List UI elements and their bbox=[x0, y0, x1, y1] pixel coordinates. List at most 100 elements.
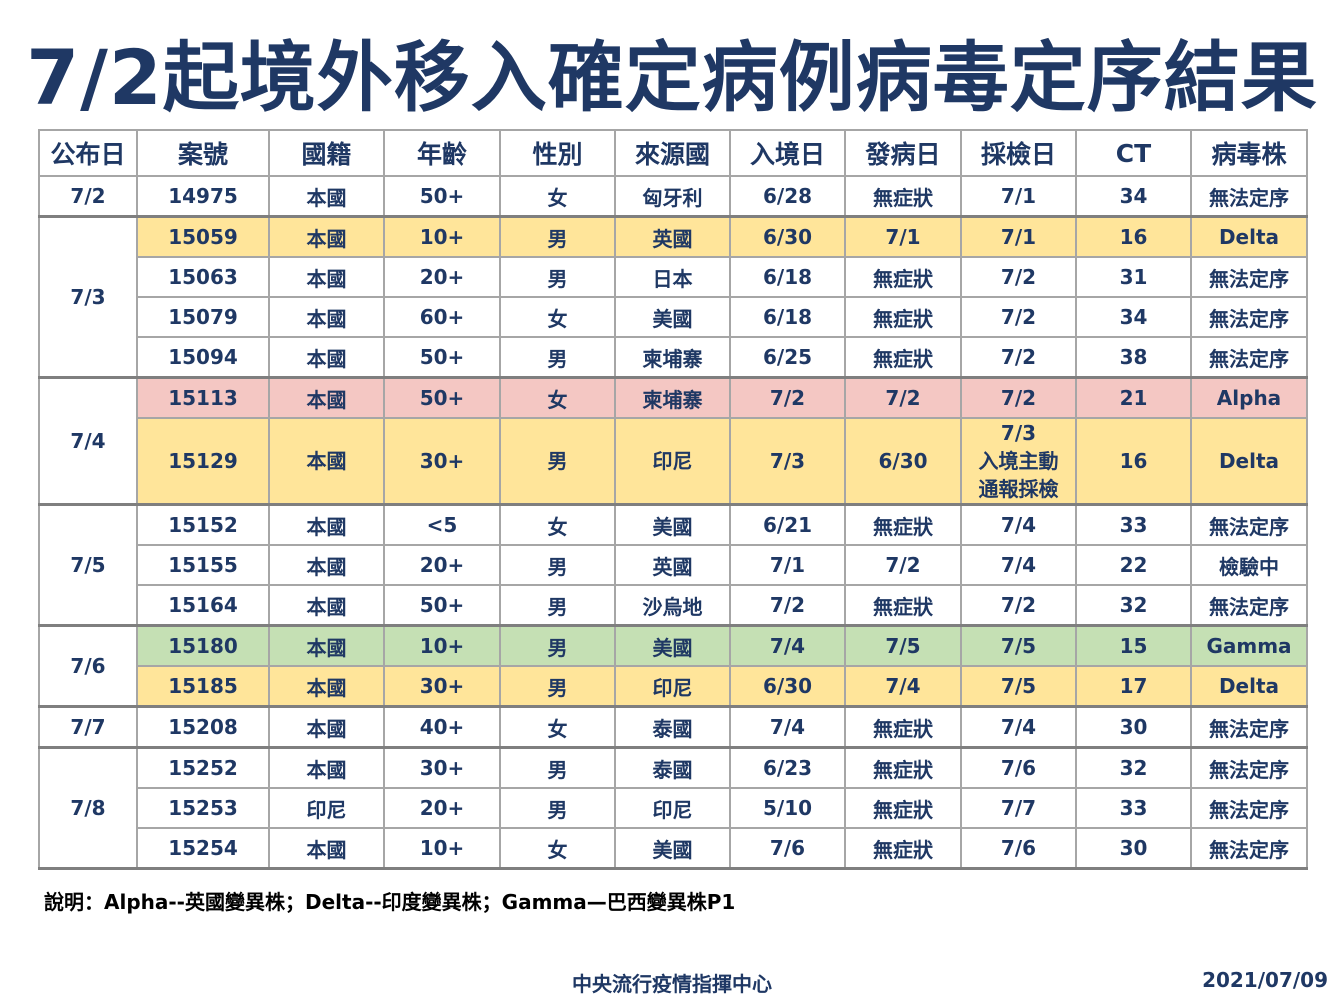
sample-date-cell: 7/1 bbox=[960, 215, 1077, 258]
sex-cell: 男 bbox=[499, 256, 616, 298]
case-number-cell: 15129 bbox=[136, 417, 270, 506]
sample-date-cell: 7/2 bbox=[960, 584, 1077, 627]
strain-cell: 無法定序 bbox=[1190, 827, 1308, 870]
entry-date-cell: 7/3 bbox=[729, 417, 846, 506]
strain-cell: Delta bbox=[1190, 665, 1308, 708]
case-number-cell: 15059 bbox=[136, 215, 270, 258]
sample-date-cell: 7/4 bbox=[960, 705, 1077, 749]
sex-cell: 男 bbox=[499, 787, 616, 829]
source-country-cell: 泰國 bbox=[614, 746, 731, 789]
footer-org: 中央流行疫情指揮中心 bbox=[572, 972, 772, 996]
case-number-cell: 15208 bbox=[136, 705, 270, 749]
nationality-cell: 本國 bbox=[268, 417, 385, 506]
onset-date-cell: 7/2 bbox=[844, 376, 962, 419]
nationality-cell: 本國 bbox=[268, 705, 385, 749]
sample-date-cell: 7/5 bbox=[960, 665, 1077, 708]
entry-date-cell: 6/30 bbox=[729, 665, 846, 708]
source-country-cell: 匈牙利 bbox=[614, 175, 731, 218]
ct-value-cell: 16 bbox=[1075, 417, 1192, 506]
ct-value-cell: 32 bbox=[1075, 584, 1192, 627]
source-country-cell: 柬埔寨 bbox=[614, 336, 731, 379]
sex-cell: 男 bbox=[499, 417, 616, 506]
announce-date-cell: 7/7 bbox=[38, 705, 138, 749]
sample-date-cell: 7/2 bbox=[960, 376, 1077, 419]
sex-cell: 男 bbox=[499, 584, 616, 627]
nationality-cell: 本國 bbox=[268, 296, 385, 338]
table-row: 15164 本國 50+ 男沙烏地 7/2 無症狀 7/2 32 無法定序 bbox=[39, 584, 1308, 627]
announce-date-cell: 7/2 bbox=[38, 175, 138, 218]
sex-cell: 女 bbox=[499, 503, 616, 546]
col-header-sample-date: 採檢日 bbox=[960, 129, 1077, 177]
col-header-onset-date: 發病日 bbox=[844, 129, 962, 177]
ct-value-cell: 22 bbox=[1075, 544, 1192, 586]
announce-date-cell: 7/8 bbox=[38, 746, 138, 870]
case-number-cell: 14975 bbox=[136, 175, 270, 218]
sex-cell: 男 bbox=[499, 544, 616, 586]
legend-note: 說明：Alpha--英國變異株；Delta--印度變異株；Gamma—巴西變異株… bbox=[44, 890, 736, 914]
ct-value-cell: 16 bbox=[1075, 215, 1192, 258]
onset-date-cell: 7/1 bbox=[844, 215, 962, 258]
onset-date-cell: 6/30 bbox=[844, 417, 962, 506]
col-header-announce-date: 公布日 bbox=[38, 129, 138, 177]
case-number-cell: 15180 bbox=[136, 624, 270, 667]
onset-date-cell: 無症狀 bbox=[844, 827, 962, 870]
source-country-cell: 美國 bbox=[614, 503, 731, 546]
age-cell: 20+ bbox=[383, 256, 501, 298]
onset-date-cell: 無症狀 bbox=[844, 296, 962, 338]
sex-cell: 女 bbox=[499, 705, 616, 749]
sample-date-cell: 7/4 bbox=[960, 503, 1077, 546]
col-header-strain: 病毒株 bbox=[1190, 129, 1308, 177]
table-row: 7/5 15152 本國 <5 女美國 6/21 無症狀 7/4 33 無法定序 bbox=[38, 503, 1308, 627]
age-cell: 50+ bbox=[383, 376, 501, 419]
sex-cell: 女 bbox=[499, 827, 616, 870]
table-row: 7/2 14975 本國 50+ 女匈牙利 6/28 無症狀 7/1 34 無法定序 bbox=[38, 175, 1308, 218]
entry-date-cell: 7/6 bbox=[729, 827, 846, 870]
age-cell: 50+ bbox=[383, 336, 501, 379]
table-row: 15079 本國 60+ 女美國 6/18 無症狀 7/2 34 無法定序 bbox=[39, 296, 1308, 338]
announce-date-cell: 7/4 bbox=[38, 376, 138, 506]
age-cell: <5 bbox=[383, 503, 501, 546]
ct-value-cell: 33 bbox=[1075, 503, 1192, 546]
strain-cell: 無法定序 bbox=[1190, 705, 1308, 749]
sex-cell: 男 bbox=[499, 336, 616, 379]
ct-value-cell: 38 bbox=[1075, 336, 1192, 379]
sample-date-line: 7/3 bbox=[1000, 421, 1037, 445]
source-country-cell: 美國 bbox=[614, 624, 731, 667]
nationality-cell: 本國 bbox=[268, 256, 385, 298]
nationality-cell: 本國 bbox=[268, 624, 385, 667]
age-cell: 60+ bbox=[383, 296, 501, 338]
sex-cell: 女 bbox=[499, 175, 616, 218]
onset-date-cell: 無症狀 bbox=[844, 584, 962, 627]
sample-date-cell: 7/5 bbox=[960, 624, 1077, 667]
onset-date-cell: 7/5 bbox=[844, 624, 962, 667]
sex-cell: 男 bbox=[499, 215, 616, 258]
onset-date-cell: 無症狀 bbox=[844, 705, 962, 749]
case-table-body: 7/2 14975 本國 50+ 女匈牙利 6/28 無症狀 7/1 34 無法定序 7/3 1505… bbox=[38, 175, 1308, 870]
entry-date-cell: 6/18 bbox=[729, 256, 846, 298]
ct-value-cell: 30 bbox=[1075, 827, 1192, 870]
entry-date-cell: 7/2 bbox=[729, 376, 846, 419]
strain-cell: 無法定序 bbox=[1190, 296, 1308, 338]
case-number-cell: 15155 bbox=[136, 544, 270, 586]
source-country-cell: 沙烏地 bbox=[614, 584, 731, 627]
announce-date-cell: 7/5 bbox=[38, 503, 138, 627]
entry-date-cell: 5/10 bbox=[729, 787, 846, 829]
entry-date-cell: 7/1 bbox=[729, 544, 846, 586]
sample-date-cell: 7/3 入境主動通報採檢 bbox=[960, 417, 1077, 506]
sample-date-cell: 7/4 bbox=[960, 544, 1077, 586]
nationality-cell: 本國 bbox=[268, 544, 385, 586]
onset-date-cell: 無症狀 bbox=[844, 503, 962, 546]
sample-date-line: 入境主動 bbox=[978, 449, 1059, 473]
source-country-cell: 英國 bbox=[614, 215, 731, 258]
case-number-cell: 15185 bbox=[136, 665, 270, 708]
nationality-cell: 本國 bbox=[268, 215, 385, 258]
sample-date-line: 通報採檢 bbox=[978, 477, 1059, 501]
table-row: 7/7 15208 本國 40+ 女泰國 7/4 無症狀 7/4 30 無法定序 bbox=[38, 705, 1308, 749]
case-number-cell: 15252 bbox=[136, 746, 270, 789]
ct-value-cell: 17 bbox=[1075, 665, 1192, 708]
entry-date-cell: 6/28 bbox=[729, 175, 846, 218]
case-number-cell: 15063 bbox=[136, 256, 270, 298]
strain-cell: Alpha bbox=[1190, 376, 1308, 419]
ct-value-cell: 34 bbox=[1075, 296, 1192, 338]
table-row: 15254 本國 10+ 女美國 7/6 無症狀 7/6 30 無法定序 bbox=[39, 827, 1308, 870]
